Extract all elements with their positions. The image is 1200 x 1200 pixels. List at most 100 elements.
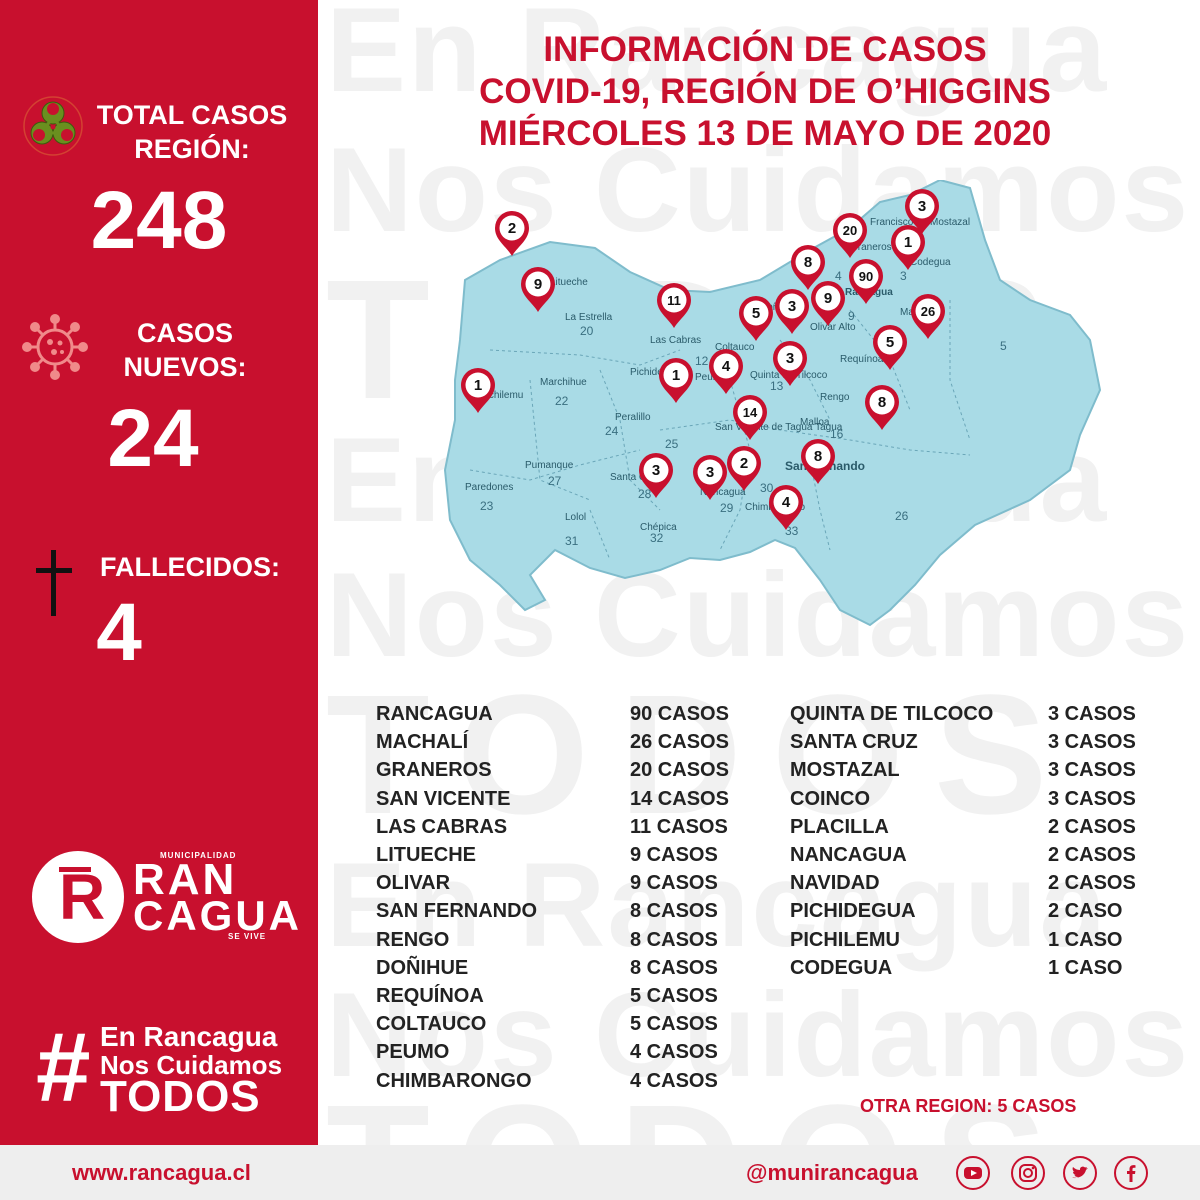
case-comuna: SAN FERNANDO [376, 900, 538, 923]
marker-count: 1 [474, 377, 482, 394]
case-count: 2 CASOS [1048, 844, 1136, 866]
hashtag-symbol: # [36, 1012, 91, 1122]
marker-badge [909, 193, 935, 219]
marker-badge [773, 489, 799, 515]
marker-count: 3 [786, 350, 794, 367]
case-count: 5 CASOS [630, 985, 718, 1007]
case-count: 8 CASOS [630, 928, 718, 951]
marker-count: 1 [904, 234, 912, 251]
case-comuna: LAS CABRAS [376, 815, 508, 838]
youtube-icon[interactable] [956, 1156, 990, 1190]
watermark-line: Nos Cuidamos [326, 968, 1191, 1102]
case-count: 4 CASOS [630, 1069, 718, 1092]
case-comuna: SANTA CRUZ [790, 731, 918, 754]
case-marker: 3 [905, 189, 939, 234]
hashtag-line-3: TODOS [100, 1072, 261, 1121]
marker-badge [795, 249, 821, 275]
district-number: 31 [565, 534, 579, 548]
district-number: 27 [548, 474, 562, 488]
case-marker: 9 [811, 281, 845, 326]
case-marker: 3 [639, 453, 673, 498]
cross-icon [36, 550, 72, 616]
place-label: Malloa [800, 417, 830, 428]
marker-count: 90 [859, 269, 873, 284]
marker-badge [525, 271, 551, 297]
stats-panel: TOTAL CASOS REGIÓN: 248 CASOS NUEVOS: 24… [0, 0, 318, 1145]
district-number: 29 [720, 501, 734, 515]
case-marker: 11 [657, 283, 691, 328]
marker-badge [915, 298, 941, 324]
marker-badge [697, 459, 723, 485]
marker-badge [663, 362, 689, 388]
watermark-line: TODOS [326, 660, 1078, 850]
title-line-1: INFORMACIÓN DE CASOS [543, 30, 987, 69]
district-number: 3 [900, 269, 907, 283]
district-number: 23 [480, 499, 494, 513]
facebook-icon[interactable] [1114, 1156, 1148, 1190]
case-marker: 1 [659, 358, 693, 403]
biohazard-icon [23, 96, 83, 156]
marker-badge [465, 372, 491, 398]
logo-ran: RAN [133, 855, 238, 904]
place-label: Graneros [850, 242, 892, 253]
marker-badge [643, 457, 669, 483]
case-count: 90 CASOS [630, 703, 729, 725]
marker-count: 3 [788, 298, 796, 315]
marker-count: 9 [534, 276, 542, 293]
case-count: 14 CASOS [630, 787, 729, 810]
marker-badge [779, 293, 805, 319]
marker-badge [815, 285, 841, 311]
case-marker: 4 [769, 485, 803, 530]
hashtag-line-1: En Rancagua [100, 1021, 278, 1052]
case-comuna: COLTAUCO [376, 1013, 487, 1036]
case-count: 2 CASOS [1048, 872, 1136, 895]
place-label: Peumo [695, 372, 727, 383]
case-comuna: RANCAGUA [376, 703, 493, 725]
marker-badge [837, 217, 863, 243]
marker-badge [805, 443, 831, 469]
district-number: 25 [665, 437, 679, 451]
case-marker: 5 [739, 296, 773, 341]
other-region-cases: OTRA REGION: 5 CASOS [860, 1096, 1077, 1116]
marker-badge [743, 300, 769, 326]
case-count: 2 CASO [1048, 900, 1123, 923]
logo-municipalidad: MUNICIPALIDAD [160, 851, 237, 860]
logo-bar [59, 867, 91, 872]
district-number: 22 [555, 394, 569, 408]
case-comuna: NAVIDAD [790, 872, 880, 895]
place-label: Rengo [820, 392, 850, 403]
website-link[interactable]: www.rancagua.cl [72, 1160, 251, 1185]
marker-count: 5 [752, 305, 760, 322]
social-handle[interactable]: @munirancagua [746, 1160, 918, 1185]
marker-badge [895, 229, 921, 255]
instagram-icon[interactable] [1011, 1156, 1045, 1190]
marker-badge [877, 329, 903, 355]
case-marker: 8 [865, 385, 899, 430]
case-comuna: CHIMBARONGO [376, 1069, 532, 1092]
district-number: 12 [695, 354, 709, 368]
title-line-2: COVID-19, REGIÓN DE O’HIGGINS [479, 72, 1051, 111]
place-label: Coltauco [715, 342, 755, 353]
case-comuna: PICHIDEGUA [790, 900, 916, 923]
deaths-value: 4 [96, 587, 142, 678]
marker-badge [853, 263, 879, 289]
total-cases-label-1: TOTAL CASOS [96, 100, 288, 130]
case-marker: 4 [709, 349, 743, 394]
case-comuna: MOSTAZAL [790, 759, 900, 782]
case-count: 8 CASOS [630, 956, 718, 979]
district-number: 5 [1000, 339, 1007, 353]
marker-count: 8 [814, 448, 822, 465]
case-count: 3 CASOS [1048, 703, 1136, 725]
district-number: 9 [848, 309, 855, 323]
title-line-3: MIÉRCOLES 13 DE MAYO DE 2020 [478, 114, 1052, 153]
place-label: Litueche [550, 277, 588, 288]
case-marker: 8 [801, 439, 835, 484]
marker-count: 14 [743, 405, 758, 420]
place-label: Pichidegua [630, 367, 680, 378]
case-marker: 26 [911, 294, 945, 339]
twitter-icon[interactable] [1063, 1156, 1097, 1190]
case-comuna: PLACILLA [790, 815, 889, 838]
marker-count: 8 [804, 254, 812, 271]
district-number: 30 [760, 481, 774, 495]
